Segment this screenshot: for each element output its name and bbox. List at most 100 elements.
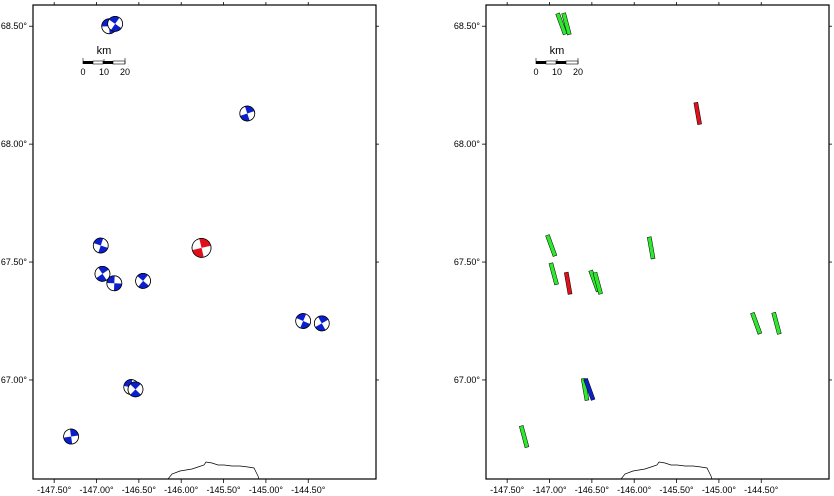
beachball-quadrant: [315, 323, 326, 331]
left-scalebar-label-2: 20: [120, 67, 130, 77]
right-x-tick-label: -146.50°: [575, 485, 610, 495]
beachball-rim: [313, 315, 330, 332]
beachball-rim: [107, 16, 124, 32]
strike-bar-green: [545, 234, 558, 257]
right-y-tick-label: 67.00°: [454, 375, 481, 385]
beachball-quadrant: [98, 266, 109, 274]
beachball-blue: [63, 428, 79, 445]
strike-bar-green: [519, 425, 530, 449]
beachball-quadrant: [108, 16, 120, 24]
left-y-tick-label: 67.50°: [1, 257, 28, 267]
right-map-panel: -147.50° -147.00° -146.50° -146.00° -145.50°…: [454, 2, 832, 495]
right-y-tick-label: 68.00°: [454, 139, 481, 149]
beachball-quadrant: [63, 436, 73, 444]
strike-bar-green: [646, 236, 656, 260]
beachball-blue: [106, 275, 123, 292]
left-scalebar: km 0 10 20: [80, 45, 130, 77]
left-x-tick-label: -147.00°: [79, 485, 114, 495]
beachball-quadrant: [96, 273, 107, 282]
left-coastline: [167, 461, 260, 480]
beachball-blue: [295, 313, 312, 329]
left-map-panel: -147.50° -147.00° -146.50° -146.00° -145.50°…: [1, 2, 379, 495]
beachball-quadrant: [192, 247, 204, 258]
beachball-quadrant: [318, 315, 329, 324]
right-scalebar-segment: [545, 60, 557, 65]
beachball-quadrant: [70, 429, 79, 437]
strike-bar-red: [563, 271, 573, 295]
beachball-quadrant: [113, 283, 122, 291]
left-y-tick-label: 67.00°: [1, 375, 28, 385]
beachball-red: [191, 238, 212, 258]
right-x-tick-label: -147.50°: [490, 485, 525, 495]
left-scalebar-label-0: 0: [80, 67, 85, 77]
beachball-rim: [191, 238, 212, 258]
left-scalebar-segment: [112, 60, 126, 65]
beachball-quadrant: [130, 389, 141, 397]
left-x-tick-label: -146.50°: [122, 485, 157, 495]
left-scalebar-title: km: [97, 45, 112, 57]
right-scalebar-label-2: 20: [573, 67, 583, 77]
right-map-frame: [485, 4, 830, 480]
left-beachball-layer: [63, 16, 330, 445]
right-scalebar-label-0: 0: [533, 67, 538, 77]
left-x-tick-label: -145.50°: [206, 485, 241, 495]
left-x-tick-label: -145.00°: [249, 485, 284, 495]
beachball-quadrant: [199, 238, 211, 248]
beachball-quadrant: [106, 275, 115, 284]
right-y-tick-label: 67.50°: [454, 257, 481, 267]
beachball-rim: [135, 273, 151, 289]
right-scalebar-segment: [536, 61, 546, 64]
strike-bar-green: [750, 312, 763, 335]
right-y-tick-label: 68.50°: [454, 21, 481, 31]
right-x-axis: -147.50° -147.00° -146.50° -146.00° -145.50°…: [490, 2, 779, 495]
left-scalebar-label-1: 10: [99, 67, 109, 77]
beachball-rim: [106, 275, 123, 292]
strike-bar-green: [561, 12, 572, 36]
right-x-tick-label: -145.50°: [659, 485, 694, 495]
beachball-quadrant: [296, 313, 307, 321]
left-x-tick-label: -146.00°: [164, 485, 199, 495]
strike-bar-red: [693, 102, 702, 125]
right-x-tick-label: -147.00°: [532, 485, 567, 495]
right-x-tick-label: -146.00°: [617, 485, 652, 495]
right-scalebar-segment: [556, 61, 566, 64]
beachball-blue: [313, 315, 330, 332]
beachball-rim: [63, 428, 79, 445]
strike-bar-green: [555, 12, 568, 36]
left-y-tick-label: 68.00°: [1, 139, 28, 149]
beachball-blue: [92, 237, 109, 254]
beachball-blue: [94, 265, 111, 282]
beachball-rim: [92, 237, 109, 254]
right-x-tick-label: -144.50°: [744, 485, 779, 495]
beachball-blue: [239, 105, 256, 122]
left-x-axis: -147.50° -147.00° -146.50° -146.00° -145.50°…: [37, 2, 326, 495]
left-x-tick-label: -147.50°: [37, 485, 72, 495]
beachball-blue: [135, 273, 151, 289]
right-scalebar-segment: [565, 60, 579, 65]
beachball-rim: [295, 313, 312, 329]
strike-bar-green: [592, 271, 603, 295]
left-scalebar-segment: [83, 61, 93, 64]
right-strike-bar-layer: [519, 12, 782, 449]
strike-bar-blue: [583, 378, 596, 401]
beachball-quadrant: [300, 321, 311, 329]
right-y-axis: 68.50° 68.00° 67.50° 67.00°: [454, 21, 832, 385]
right-x-tick-label: -145.00°: [702, 485, 737, 495]
right-scalebar: km 0 10 20: [533, 45, 583, 77]
beachball-quadrant: [137, 273, 148, 281]
left-scalebar-segment: [92, 60, 104, 65]
left-y-axis: 68.50° 68.00° 67.50° 67.00°: [1, 21, 379, 385]
strike-bar-green: [548, 262, 559, 286]
left-scalebar-segment: [103, 61, 113, 64]
beachball-quadrant: [138, 280, 149, 289]
beachball-rim: [239, 105, 256, 122]
strike-bar-green: [771, 311, 782, 335]
beachball-rim: [127, 381, 144, 398]
right-scalebar-label-1: 10: [552, 67, 562, 77]
right-scalebar-title: km: [550, 45, 565, 57]
left-y-tick-label: 68.50°: [1, 21, 28, 31]
beachball-quadrant: [110, 23, 122, 32]
beachball-blue: [107, 16, 124, 32]
beachball-quadrant: [130, 381, 141, 390]
